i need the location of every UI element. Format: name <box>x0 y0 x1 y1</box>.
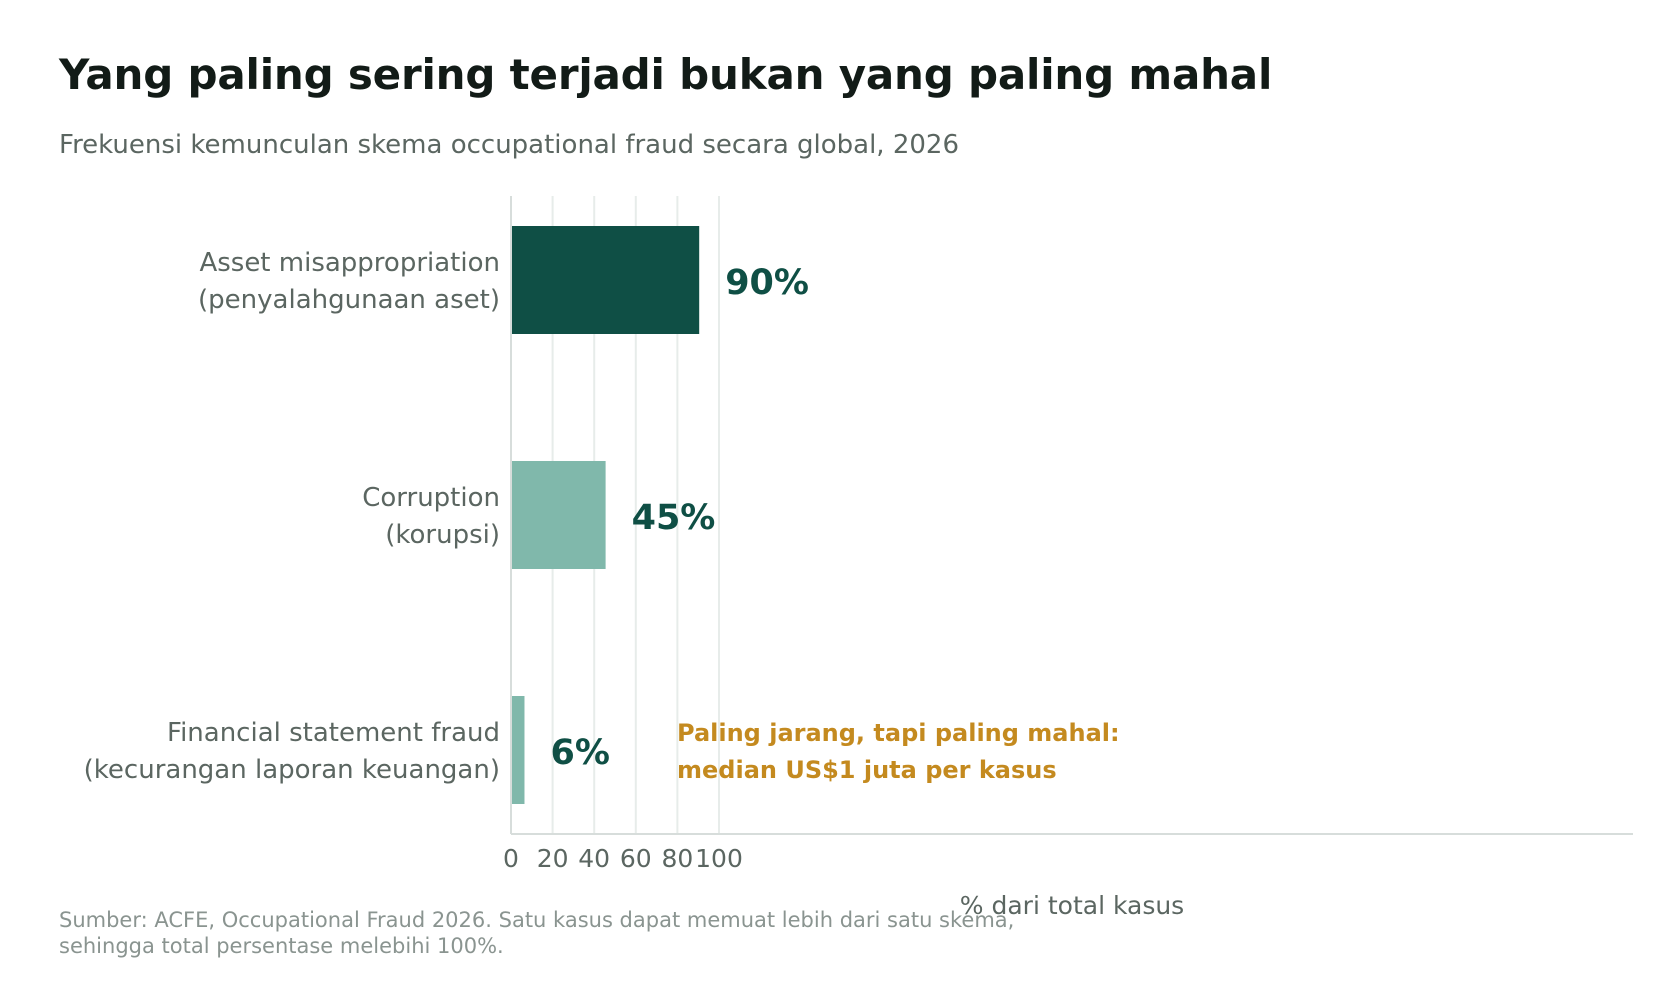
data-labels: 90% 45% 6% <box>550 263 809 773</box>
data-label: 45% <box>632 498 716 538</box>
bar <box>512 226 700 334</box>
annotation-text: Paling jarang, tapi paling mahal: <box>677 719 1120 747</box>
x-tick-label: 40 <box>578 844 610 873</box>
annotation-text: median US$1 juta per kasus <box>677 756 1057 784</box>
category-label: (kecurangan laporan keuangan) <box>84 755 500 785</box>
chart-title: Yang paling sering terjadi bukan yang pa… <box>59 50 1273 99</box>
x-tick-label: 0 <box>503 844 519 873</box>
category-label: Asset misappropriation <box>199 248 500 278</box>
category-label: (penyalahgunaan aset) <box>198 285 500 315</box>
x-axis: 0 20 40 60 80 100 % dari total kasus <box>503 196 1633 920</box>
x-tick-label: 20 <box>537 844 569 873</box>
x-tick-label: 100 <box>695 844 743 873</box>
bar <box>512 461 606 569</box>
bar <box>512 696 525 804</box>
category-label: (korupsi) <box>385 520 500 550</box>
category-labels: Asset misappropriation (penyalahgunaan as… <box>84 248 500 785</box>
category-label: Corruption <box>362 483 500 513</box>
chart-annotation: Paling jarang, tapi paling mahal: median … <box>677 719 1120 784</box>
x-tick-label: 80 <box>661 844 693 873</box>
data-label: 90% <box>725 263 809 303</box>
x-tick-label: 60 <box>620 844 652 873</box>
source-note: Sumber: ACFE, Occupational Fraud 2026. S… <box>59 907 1159 959</box>
source-line-1: Sumber: ACFE, Occupational Fraud 2026. S… <box>59 908 1015 932</box>
source-line-2: sehingga total persentase melebihi 100%. <box>59 934 504 958</box>
x-axis-label: % dari total kasus <box>960 891 1184 920</box>
category-label: Financial statement fraud <box>167 718 500 748</box>
data-label: 6% <box>550 733 609 773</box>
bars <box>512 226 700 804</box>
chart-subtitle: Frekuensi kemunculan skema occupational … <box>59 130 960 160</box>
